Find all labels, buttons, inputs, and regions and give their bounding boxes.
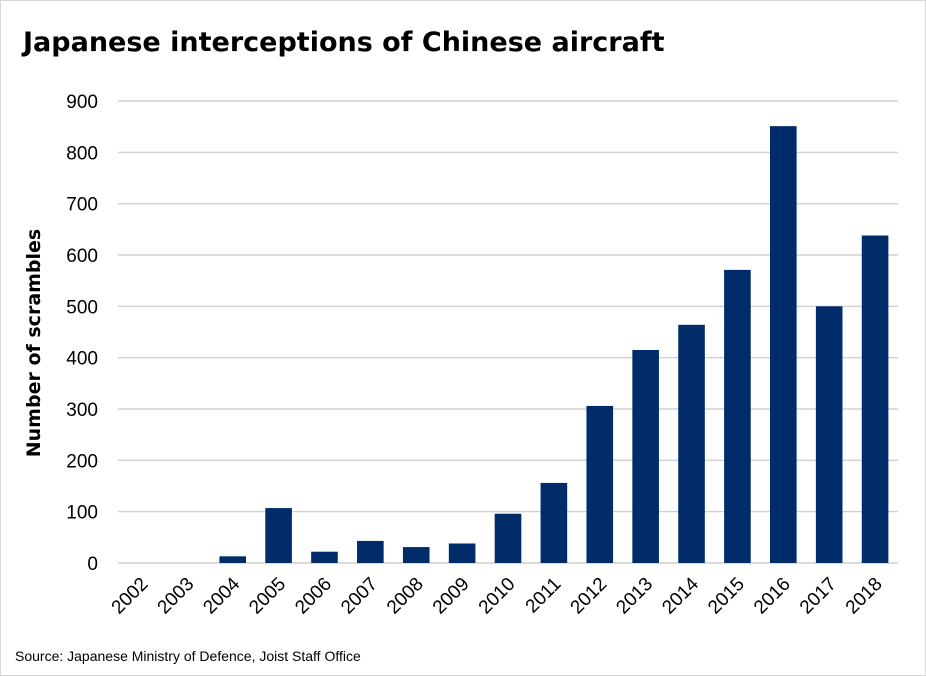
x-tick-label: 2004	[199, 573, 244, 618]
chart-title: Japanese interceptions of Chinese aircra…	[23, 27, 665, 58]
x-tick-label: 2015	[704, 574, 749, 619]
x-tick-label: 2003	[154, 574, 199, 619]
bar-2006	[311, 551, 338, 563]
x-tick-label: 2016	[750, 574, 795, 619]
bar-2015	[724, 269, 751, 563]
x-tick-label: 2014	[658, 573, 703, 618]
x-tick-label: 2002	[108, 574, 153, 619]
bar-2004	[219, 556, 247, 563]
x-tick-label: 2018	[842, 574, 887, 619]
source-note: Source: Japanese Ministry of Defence, Jo…	[15, 648, 361, 664]
bar-2011	[540, 482, 568, 563]
x-tick-label: 2010	[475, 574, 520, 619]
x-tick-label: 2011	[522, 574, 566, 618]
bar-2008	[402, 547, 430, 563]
x-tick-label: 2007	[337, 574, 382, 619]
x-tick-label: 2009	[429, 574, 474, 619]
bar-2016	[769, 126, 797, 564]
bar-2010	[494, 513, 522, 563]
bar-2017	[815, 306, 843, 563]
gridlines	[118, 100, 898, 564]
y-tick-label: 700	[66, 195, 98, 216]
y-tick-label: 600	[66, 246, 98, 267]
x-tick-label: 2012	[567, 574, 612, 619]
y-tick-label: 300	[66, 400, 98, 421]
x-tick-labels: 2002 2003 2004 2005 2006 2007 2008 2009 2010 2011…	[108, 573, 887, 618]
y-tick-label: 100	[66, 503, 98, 524]
bar-2007	[357, 540, 384, 563]
y-tick-label: 400	[66, 349, 98, 370]
y-tick-label: 200	[66, 451, 98, 472]
y-tick-label: 800	[66, 143, 98, 164]
bar-2005	[265, 508, 292, 563]
x-tick-label: 2013	[612, 574, 657, 619]
bar-2013	[632, 349, 659, 563]
bar-2018	[861, 235, 889, 563]
x-tick-label: 2006	[291, 574, 336, 619]
bar-2009	[448, 543, 476, 563]
y-tick-labels: 0 100 200 300 400 500 600 700 800 900	[66, 92, 98, 575]
x-tick-label: 2005	[245, 574, 290, 619]
x-tick-label: 2008	[383, 574, 428, 619]
x-tick-label: 2017	[796, 574, 841, 619]
y-tick-label: 900	[66, 92, 98, 113]
bar-2012	[586, 405, 614, 563]
bars	[219, 126, 889, 564]
y-tick-label: 500	[66, 297, 98, 318]
y-tick-label: 0	[87, 554, 98, 575]
bar-2014	[678, 324, 705, 563]
